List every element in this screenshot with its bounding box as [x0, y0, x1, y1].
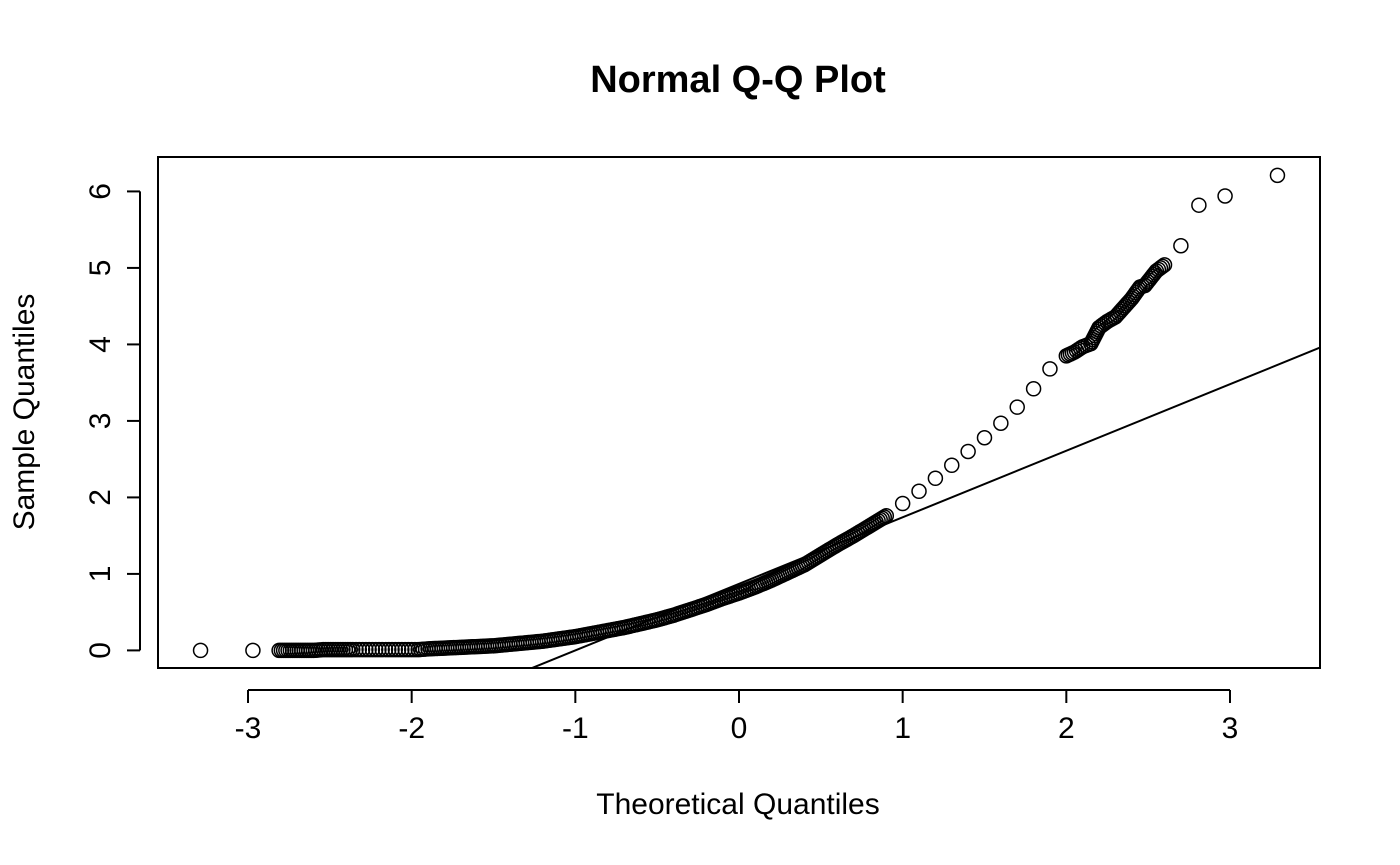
- x-tick-label: -2: [398, 712, 425, 745]
- data-point: [993, 415, 1009, 431]
- data-point: [1152, 260, 1169, 276]
- data-point: [1269, 167, 1286, 184]
- x-tick-label: 1: [894, 712, 911, 745]
- data-point: [1191, 197, 1207, 213]
- y-axis-title: Sample Quantiles: [8, 294, 41, 531]
- x-tick-label: 2: [1058, 712, 1075, 745]
- reference-line-group: [529, 346, 1320, 668]
- data-point: [960, 443, 976, 460]
- y-tick-label: 3: [84, 413, 117, 430]
- data-point: [1217, 188, 1233, 204]
- y-tick-label: 4: [84, 336, 117, 353]
- y-tick-label: 2: [84, 489, 117, 506]
- y-tick-label: 5: [84, 260, 117, 277]
- data-point: [894, 495, 911, 512]
- x-axis: -3 -2 -1 0 1 2 3: [235, 689, 1239, 745]
- y-tick-label: 1: [84, 566, 117, 583]
- x-tick-label: 0: [731, 712, 748, 745]
- x-tick-label: -3: [235, 712, 262, 745]
- data-point: [878, 508, 895, 524]
- data-point: [927, 470, 944, 487]
- data-point: [1154, 258, 1171, 275]
- x-axis-title: Theoretical Quantiles: [596, 788, 879, 821]
- data-point: [976, 429, 993, 446]
- data-point: [874, 510, 890, 527]
- data-point: [876, 509, 892, 525]
- data-point: [1173, 237, 1189, 254]
- data-point: [1009, 399, 1025, 415]
- data-point: [192, 642, 209, 659]
- x-tick-label: 3: [1222, 712, 1239, 745]
- y-tick-label: 0: [84, 642, 117, 659]
- plot-frame: [157, 156, 1321, 669]
- chart-title: Normal Q-Q Plot: [590, 59, 886, 101]
- data-point: [245, 642, 261, 659]
- data-point: [1042, 361, 1058, 377]
- data-point: [911, 483, 927, 500]
- data-point: [1025, 381, 1042, 397]
- x-tick-label: -1: [562, 712, 589, 745]
- data-points: [192, 167, 1286, 659]
- reference-line: [529, 346, 1320, 668]
- data-point: [1156, 257, 1173, 273]
- data-point: [944, 457, 960, 474]
- y-axis: 0 1 2 3 4 5 6: [84, 183, 141, 659]
- y-tick-label: 6: [84, 183, 117, 200]
